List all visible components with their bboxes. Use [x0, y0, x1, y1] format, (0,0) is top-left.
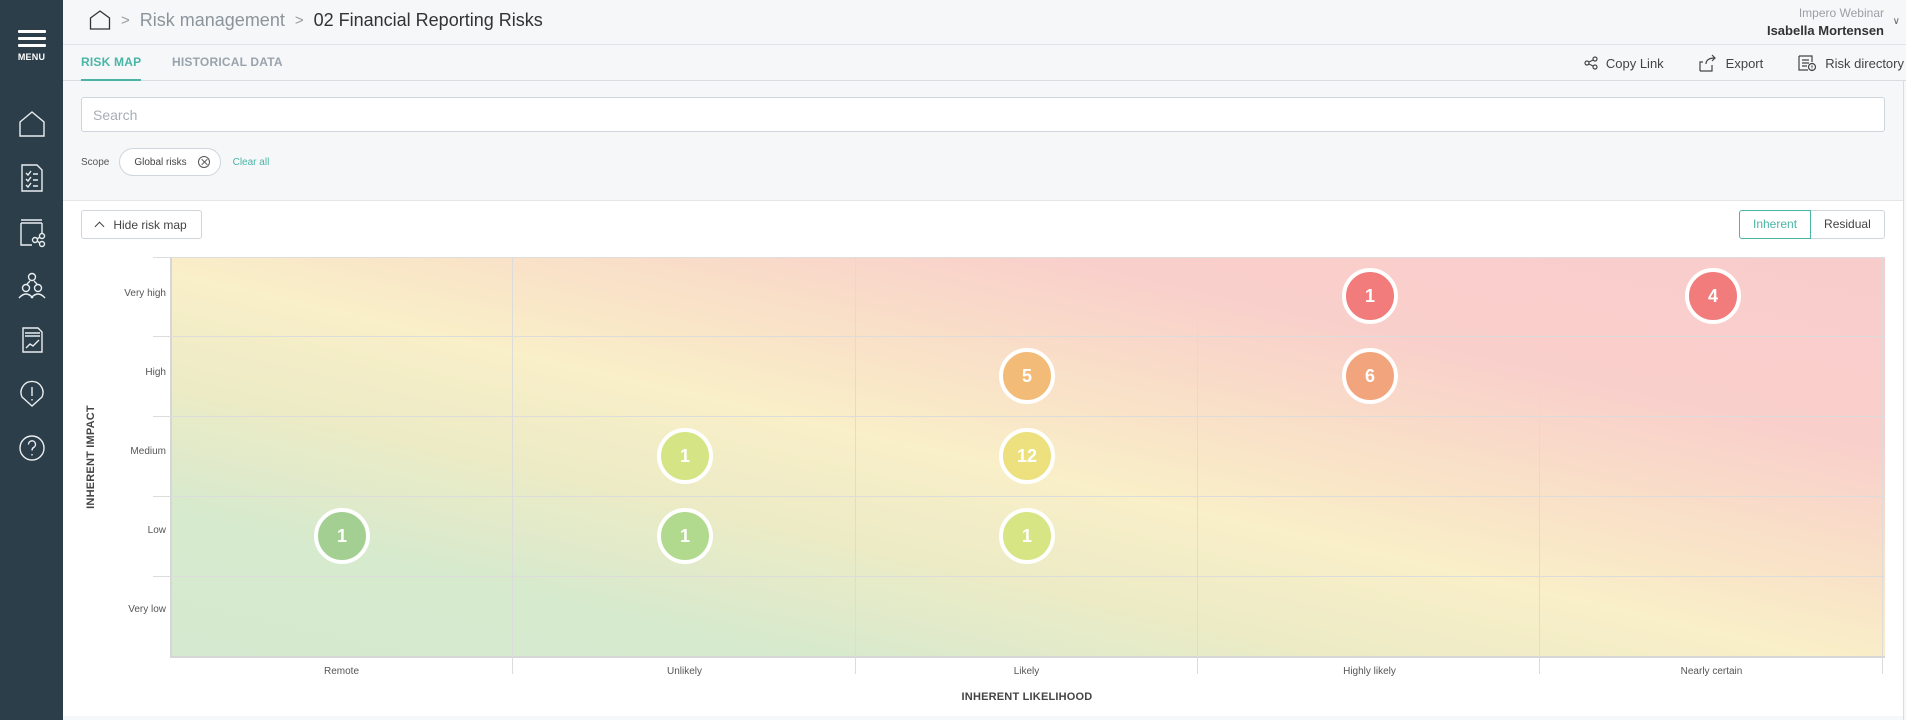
sidebar-item-organization[interactable]: [16, 270, 48, 302]
tab-historical-data[interactable]: HISTORICAL DATA: [172, 55, 283, 69]
risk-bubble-low-likely[interactable]: 1: [999, 508, 1055, 564]
tab-bar: RISK MAP HISTORICAL DATA Copy Link Expor…: [63, 45, 1906, 81]
user-menu[interactable]: Impero Webinar Isabella Mortensen: [1767, 6, 1884, 39]
sidebar-item-alerts[interactable]: [16, 378, 48, 410]
export-label: Export: [1725, 55, 1764, 71]
chevron-up-icon: [94, 221, 105, 232]
column-divider: [512, 257, 513, 674]
home-icon: [19, 111, 45, 137]
y-label-high: High: [145, 367, 166, 378]
risk-directory-label: Risk directory: [1825, 55, 1904, 71]
breadcrumb-separator: >: [294, 11, 304, 29]
x-label-likely: Likely: [1013, 666, 1040, 677]
user-name: Isabella Mortensen: [1766, 23, 1884, 38]
sidebar-item-checklist[interactable]: [16, 162, 48, 194]
home-icon: [89, 10, 111, 30]
help-icon: [19, 435, 45, 461]
risk-bubble-low-unlikely[interactable]: 1: [657, 508, 713, 564]
risk-bubble-veryhigh-highlylikely[interactable]: 1: [1342, 268, 1398, 324]
breadcrumb-current-page: 02 Financial Reporting Risks: [313, 9, 543, 30]
x-axis-title: INHERENT LIKELIHOOD: [961, 691, 1093, 703]
search-input[interactable]: [81, 97, 1885, 132]
breadcrumb-risk-management[interactable]: Risk management: [139, 9, 285, 30]
organization-name: Impero Webinar: [1798, 6, 1884, 20]
alert-icon: [20, 380, 44, 407]
breadcrumb: > Risk management > 02 Financial Reporti…: [89, 9, 543, 31]
risk-bubble-medium-unlikely[interactable]: 1: [657, 428, 713, 484]
share-icon: [1584, 56, 1598, 70]
organization-icon: [18, 272, 46, 299]
sidebar-item-help[interactable]: [16, 432, 48, 464]
row-divider: [153, 416, 1885, 417]
breadcrumb-separator: >: [121, 11, 130, 29]
toggle-inherent[interactable]: Inherent: [1739, 210, 1812, 239]
y-label-medium: Medium: [130, 446, 166, 457]
checklist-icon: [21, 164, 43, 192]
x-label-nearly-certain: Nearly certain: [1680, 666, 1743, 677]
risk-directory-icon: [1798, 55, 1817, 72]
scope-chip[interactable]: Global risks: [119, 148, 221, 176]
column-divider: [1539, 257, 1540, 674]
sidebar-item-home[interactable]: [16, 108, 48, 140]
top-header: > Risk management > 02 Financial Reporti…: [63, 0, 1906, 45]
risk-bubble-veryhigh-nearlycertain[interactable]: 4: [1685, 268, 1741, 324]
clear-all-link[interactable]: Clear all: [232, 156, 270, 168]
hamburger-icon: [17, 30, 46, 51]
hide-risk-map-label: Hide risk map: [113, 217, 187, 232]
column-divider: [855, 257, 856, 674]
tab-risk-map[interactable]: RISK MAP: [81, 45, 142, 81]
column-divider: [1882, 257, 1883, 674]
risk-bubble-high-likely[interactable]: 5: [999, 348, 1055, 404]
scope-label: Scope: [81, 156, 110, 168]
tab-actions: Copy Link Export Risk directory: [1550, 45, 1904, 81]
remove-chip-icon[interactable]: [197, 156, 210, 168]
sidebar-item-workflow[interactable]: [16, 216, 48, 248]
x-label-remote: Remote: [323, 666, 359, 677]
y-label-low: Low: [147, 525, 166, 536]
x-label-highly-likely: Highly likely: [1343, 666, 1396, 677]
row-divider: [153, 496, 1885, 497]
scope-filter: Scope Global risks Clear all: [81, 148, 269, 176]
copy-link-button[interactable]: Copy Link: [1584, 56, 1664, 71]
export-button[interactable]: Export: [1698, 54, 1764, 72]
risk-directory-button[interactable]: Risk directory: [1797, 54, 1904, 72]
y-label-very-high: Very high: [124, 288, 166, 299]
copy-link-label: Copy Link: [1605, 55, 1664, 71]
chevron-down-icon[interactable]: ∨: [1892, 16, 1900, 27]
report-icon: [22, 327, 43, 353]
sidebar-item-reports[interactable]: [16, 324, 48, 356]
risk-bubble-high-highlylikely[interactable]: 6: [1342, 348, 1398, 404]
menu-label: MENU: [17, 52, 46, 62]
y-label-very-low: Very low: [128, 604, 166, 615]
hide-risk-map-button[interactable]: Hide risk map: [81, 210, 202, 239]
row-divider: [153, 336, 1885, 337]
workflow-icon: [20, 219, 46, 248]
toggle-residual[interactable]: Residual: [1811, 210, 1885, 239]
y-axis-title: INHERENT IMPACT: [85, 405, 97, 509]
row-divider: [153, 576, 1885, 577]
export-icon: [1699, 54, 1716, 72]
inherent-residual-toggle: Inherent Residual: [1739, 210, 1885, 239]
row-tick: [153, 257, 170, 258]
x-label-unlikely: Unlikely: [666, 666, 702, 677]
column-divider: [1197, 257, 1198, 674]
risk-bubble-medium-likely[interactable]: 12: [999, 428, 1055, 484]
menu-button[interactable]: MENU: [0, 30, 63, 70]
sidebar: MENU: [0, 0, 63, 720]
scrollbar-track[interactable]: [1903, 81, 1904, 720]
breadcrumb-home[interactable]: [89, 9, 111, 31]
scope-chip-label: Global risks: [134, 156, 187, 168]
risk-bubble-low-remote[interactable]: 1: [314, 508, 370, 564]
